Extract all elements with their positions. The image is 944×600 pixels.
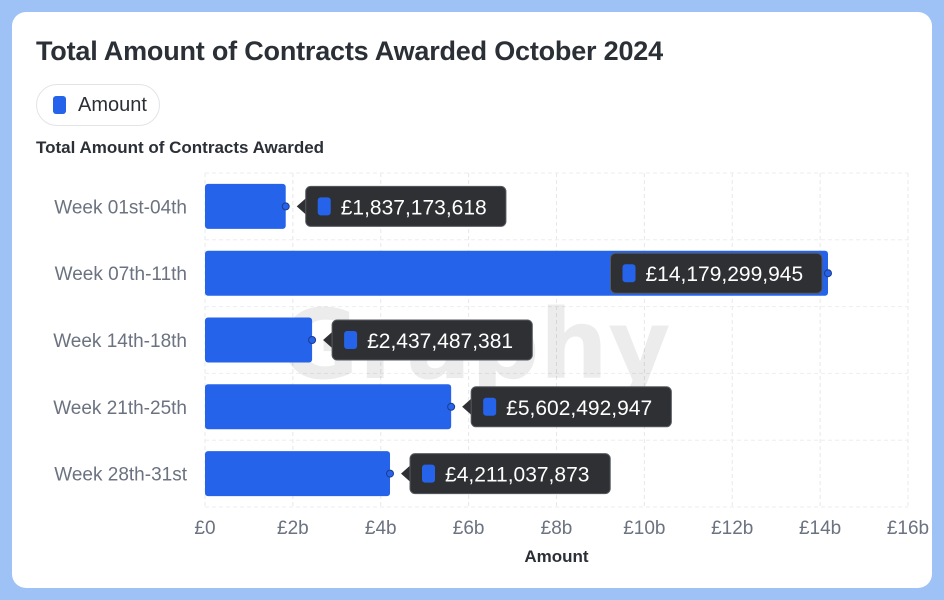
legend-item-amount[interactable]: Amount — [36, 84, 160, 126]
value-label: £14,179,299,945 — [610, 252, 823, 294]
value-label-box — [305, 185, 507, 227]
x-tick-label: £10b — [623, 518, 665, 539]
bar-end-marker — [824, 269, 833, 278]
y-category-label: Week 07th-11th — [55, 264, 187, 285]
value-label-swatch — [317, 197, 331, 216]
value-label-swatch — [344, 331, 358, 349]
value-label-box — [610, 252, 823, 294]
x-tick-label: £4b — [365, 518, 397, 539]
y-category-label: Week 01st-04th — [54, 197, 187, 218]
value-label: £4,211,037,873 — [401, 453, 611, 495]
value-label: £1,837,173,618 — [296, 185, 507, 227]
bar-end-marker — [281, 202, 290, 211]
grid — [204, 172, 909, 508]
value-label-box — [331, 319, 533, 361]
legend-label: Amount — [78, 93, 147, 116]
x-axis-title: Amount — [524, 547, 589, 566]
value-label-text: £5,602,492,947 — [506, 397, 652, 420]
x-tick-label: £12b — [711, 518, 753, 539]
value-label-text: £1,837,173,618 — [341, 196, 487, 219]
chart-title: Total Amount of Contracts Awarded Octobe… — [36, 36, 663, 66]
legend-swatch — [53, 96, 66, 114]
value-label-swatch — [622, 264, 636, 283]
bar-end-marker — [447, 402, 456, 411]
y-category-label: Week 21th-25th — [53, 398, 187, 419]
value-label-swatch — [422, 464, 436, 483]
x-tick-label: £14b — [799, 518, 841, 539]
bar-end-marker — [308, 336, 317, 344]
bar-end-marker — [386, 469, 395, 478]
value-label-pointer — [462, 398, 472, 415]
bar — [205, 451, 391, 497]
value-label-text: £14,179,299,945 — [646, 263, 804, 286]
x-tick-label: £2b — [277, 518, 309, 539]
bar — [205, 317, 313, 363]
x-tick-label: £16b — [887, 518, 929, 539]
value-label-pointer — [296, 198, 306, 215]
chart-subtitle: Total Amount of Contracts Awarded — [36, 138, 325, 157]
value-label-text: £2,437,487,381 — [367, 330, 513, 353]
value-label-swatch — [483, 397, 497, 416]
value-label-box — [409, 453, 611, 495]
value-label-box — [470, 386, 672, 428]
value-label: £2,437,487,381 — [323, 319, 533, 361]
value-label-pointer — [401, 465, 411, 482]
x-tick-label: £0 — [194, 518, 215, 539]
y-category-label: Week 28th-31st — [54, 465, 187, 486]
value-label-text: £4,211,037,873 — [445, 464, 589, 487]
y-category-label: Week 14th-18th — [53, 331, 187, 352]
bar — [205, 183, 286, 229]
x-tick-label: £6b — [453, 518, 485, 539]
bar — [205, 384, 452, 430]
x-tick-label: £8b — [541, 518, 573, 539]
value-label: £5,602,492,947 — [462, 386, 672, 428]
value-label-pointer — [323, 332, 333, 348]
